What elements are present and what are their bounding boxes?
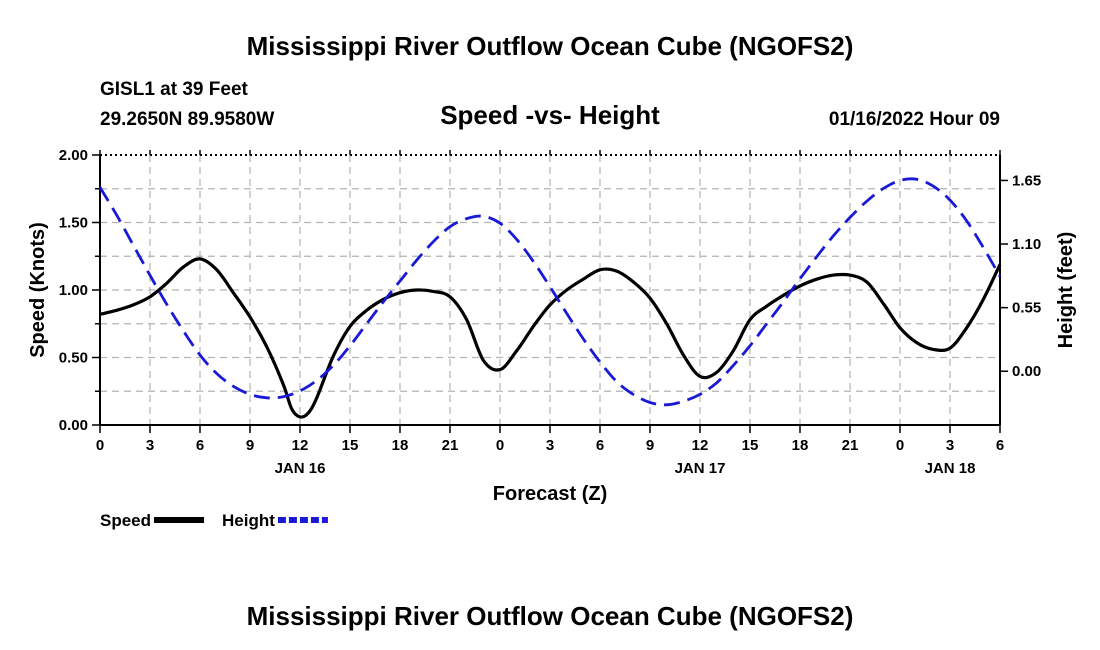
y-tick-labels: 0.00 0.50 1.00 1.50 2.00 — [59, 147, 88, 434]
date-label: 01/16/2022 Hour 09 — [829, 109, 1000, 130]
date-labels: JAN 16 JAN 17 JAN 18 — [275, 460, 976, 477]
x-tick-label: 15 — [742, 437, 759, 454]
legend-label-speed: Speed — [100, 511, 151, 530]
y-tick-label: 1.50 — [59, 215, 88, 232]
axes — [92, 150, 1008, 433]
grid-lines — [100, 155, 1000, 425]
x-tick-label: 12 — [692, 437, 709, 454]
height-series-line — [98, 177, 1002, 407]
date-label: JAN 16 — [275, 460, 326, 477]
x-tick-label: 6 — [596, 437, 604, 454]
x-axis-label: Forecast (Z) — [493, 483, 607, 505]
y-axis-label: Speed (Knots) — [27, 222, 49, 358]
date-label: JAN 17 — [675, 460, 726, 477]
y2-tick-label: 0.55 — [1012, 300, 1041, 317]
y2-tick-label: 1.65 — [1012, 172, 1041, 189]
x-tick-label: 15 — [342, 437, 359, 454]
x-tick-label: 9 — [646, 437, 654, 454]
x-tick-label: 3 — [946, 437, 954, 454]
x-tick-label: 6 — [996, 437, 1004, 454]
x-tick-label: 9 — [246, 437, 254, 454]
x-tick-label: 0 — [496, 437, 504, 454]
chart-bottom-title: Mississippi River Outflow Ocean Cube (NG… — [247, 601, 854, 631]
x-tick-label: 3 — [146, 437, 154, 454]
legend-label-height: Height — [222, 511, 275, 530]
y2-tick-label: 0.00 — [1012, 363, 1041, 380]
x-tick-label: 0 — [896, 437, 904, 454]
x-tick-label: 21 — [442, 437, 459, 454]
y2-tick-label: 1.10 — [1012, 236, 1041, 253]
x-tick-label: 18 — [392, 437, 409, 454]
coordinates-label: 29.2650N 89.9580W — [100, 109, 274, 130]
x-tick-label: 6 — [196, 437, 204, 454]
y-tick-label: 2.00 — [59, 147, 88, 164]
x-tick-label: 3 — [546, 437, 554, 454]
y2-axis-label: Height (feet) — [1055, 232, 1077, 349]
x-tick-label: 12 — [292, 437, 309, 454]
y2-tick-labels: 0.00 0.55 1.10 1.65 — [1012, 172, 1041, 380]
chart-main-title: Mississippi River Outflow Ocean Cube (NG… — [247, 31, 854, 61]
x-tick-label: 0 — [96, 437, 104, 454]
y-tick-label: 0.00 — [59, 417, 88, 434]
date-label: JAN 18 — [925, 460, 976, 477]
x-tick-labels: 0 3 6 9 12 15 18 21 0 3 6 9 12 15 18 21 0 3 6 — [96, 437, 1004, 454]
plot-title: Speed -vs- Height — [440, 100, 660, 130]
y-tick-label: 1.00 — [59, 282, 88, 299]
station-label: GISL1 at 39 Feet — [100, 79, 249, 100]
y-tick-label: 0.50 — [59, 350, 88, 367]
x-tick-label: 18 — [792, 437, 809, 454]
series-lines — [98, 177, 1002, 419]
legend: Speed Height — [100, 511, 328, 530]
speed-series-line — [99, 257, 1002, 419]
x-tick-label: 21 — [842, 437, 859, 454]
